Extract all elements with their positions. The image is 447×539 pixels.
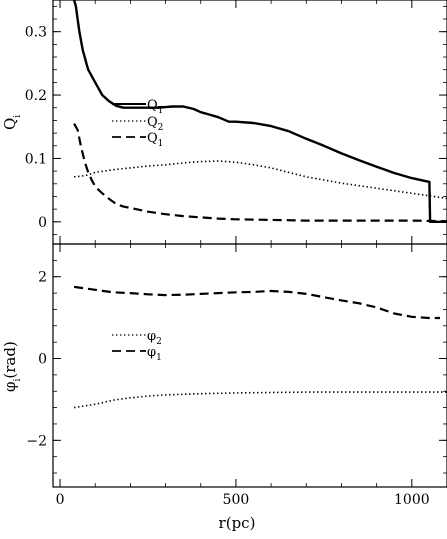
bottom-y-axis-label-suffix: (rad): [1, 341, 19, 378]
bottom-x-ticks: 0 500 1000: [56, 244, 447, 508]
y-tick-label: 2: [38, 270, 47, 286]
bottom-y-axis-label-sub: i: [13, 378, 23, 381]
bottom-y-axis-label: φi(rad): [1, 341, 23, 392]
bottom-series-lines: [73, 285, 447, 409]
top-x-ticks: [59, 0, 447, 244]
legend-label-1: φ1: [147, 345, 162, 363]
x-tick-label: 500: [223, 492, 250, 508]
top-series-lines: [72, 0, 447, 224]
x-tick-label: 1000: [394, 492, 430, 508]
y-tick-label: 0.3: [25, 25, 47, 41]
y-tick-label: 0.2: [25, 88, 47, 104]
legend-label-T: QT: [147, 98, 164, 116]
series-line-2: [73, 391, 447, 409]
legend-label-2: Q2: [147, 115, 163, 133]
y-tick-label: 0: [38, 352, 47, 368]
bottom-y-axis-label-main: φ: [1, 381, 19, 392]
series-line-2: [74, 160, 447, 200]
y-tick-label: −2: [26, 433, 47, 449]
bottom-panel-frame: [52, 243, 447, 488]
top-y-axis-label: Qi: [1, 115, 23, 130]
x-axis-label: r(pc): [219, 514, 256, 532]
top-y-axis-label-main: Q: [1, 118, 19, 130]
legend-label-1: Q1: [147, 131, 163, 149]
series-line-T: [72, 0, 447, 224]
y-tick-label: 0: [38, 215, 47, 231]
series-line-1: [73, 285, 440, 320]
x-tick-label: 0: [56, 492, 65, 508]
top-y-ticks: 0 0.1 0.2 0.3: [25, 5, 447, 235]
series-line-1: [73, 123, 447, 223]
bottom-y-ticks: −2 0 2: [26, 259, 447, 474]
y-tick-label: 0.1: [25, 151, 47, 167]
legend-label-2: φ2: [147, 329, 162, 347]
top-y-axis-label-sub: i: [13, 115, 23, 118]
